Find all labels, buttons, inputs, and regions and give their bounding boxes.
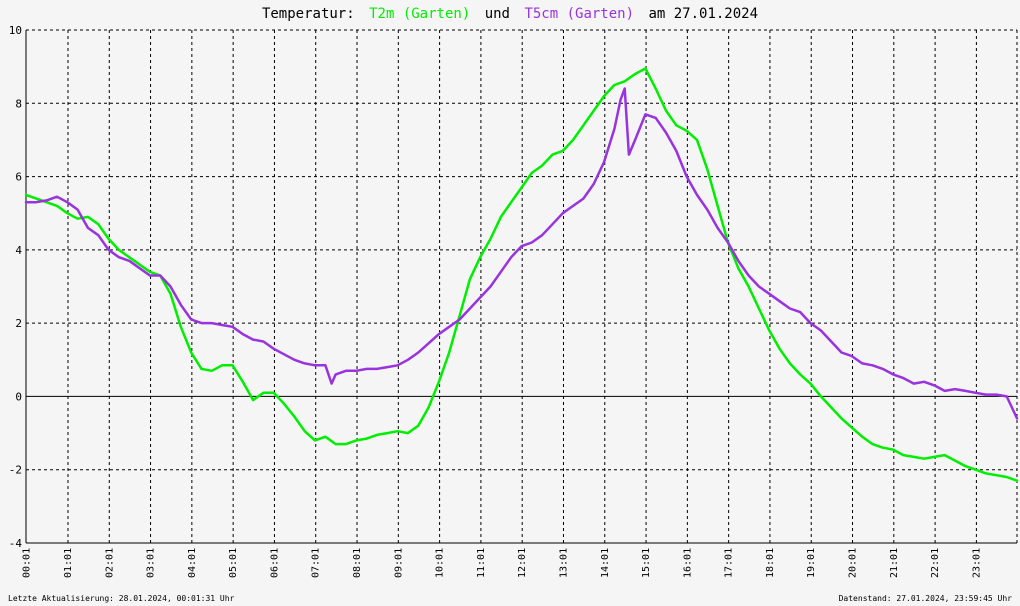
x-tick-label: 13:01: [558, 548, 569, 578]
tick-labels: -4 -2 0 2 4 6 8 10 00:01 01:01 02:01 03:01 04:01 05:0…: [9, 24, 983, 578]
x-tick-label: 18:01: [765, 548, 776, 578]
x-tick-label: 23:01: [971, 548, 982, 578]
x-tick-label: 01:01: [63, 548, 74, 578]
x-tick-label: 21:01: [889, 548, 900, 578]
y-tick-label: 10: [9, 24, 22, 37]
x-tick-label: 20:01: [848, 548, 859, 578]
y-tick-label: 0: [15, 390, 22, 403]
title-prefix: Temperatur:: [262, 6, 355, 22]
y-tick-label: -2: [9, 464, 22, 477]
title-connector: und: [485, 6, 510, 22]
x-tick-label: 14:01: [600, 548, 611, 578]
x-tick-label: 03:01: [146, 548, 157, 578]
x-tick-label: 12:01: [517, 548, 528, 578]
x-tick-label: 22:01: [930, 548, 941, 578]
x-tick-label: 17:01: [724, 548, 735, 578]
title-series1: T2m (Garten): [369, 6, 470, 22]
x-tick-label: 04:01: [187, 548, 198, 578]
y-tick-label: 6: [15, 171, 22, 184]
axes: [25, 29, 1018, 544]
x-tick-label: 05:01: [228, 548, 239, 578]
x-tick-label: 08:01: [352, 548, 363, 578]
title-date: am 27.01.2024: [648, 6, 758, 22]
x-tick-label: 19:01: [806, 548, 817, 578]
series-line-t5cm: [24, 87, 1019, 420]
x-tick-label: 02:01: [104, 548, 115, 578]
x-tick-label: 06:01: [269, 548, 280, 578]
x-tick-label: 11:01: [476, 548, 487, 578]
x-tick-label: 00:01: [22, 548, 33, 578]
title-series2: T5cm (Garten): [524, 6, 634, 22]
chart-title: Temperatur: T2m (Garten) und T5cm (Garte…: [262, 6, 758, 22]
y-tick-label: -4: [9, 537, 23, 550]
grid: [26, 30, 1017, 543]
x-tick-label: 07:01: [311, 548, 322, 578]
series-lines: [24, 67, 1019, 482]
y-tick-label: 8: [15, 97, 22, 110]
series-line-t2m: [24, 67, 1019, 482]
y-tick-label: 2: [15, 317, 22, 330]
y-tick-label: 4: [15, 244, 22, 257]
footer-datastate: Datenstand: 27.01.2024, 23:59:45 Uhr: [839, 594, 1013, 603]
x-tick-label: 16:01: [682, 548, 693, 578]
x-tick-label: 09:01: [393, 548, 404, 578]
x-tick-label: 10:01: [435, 548, 446, 578]
footer-updated: Letzte Aktualisierung: 28.01.2024, 00:01…: [8, 594, 235, 603]
x-tick-label: 15:01: [641, 548, 652, 578]
